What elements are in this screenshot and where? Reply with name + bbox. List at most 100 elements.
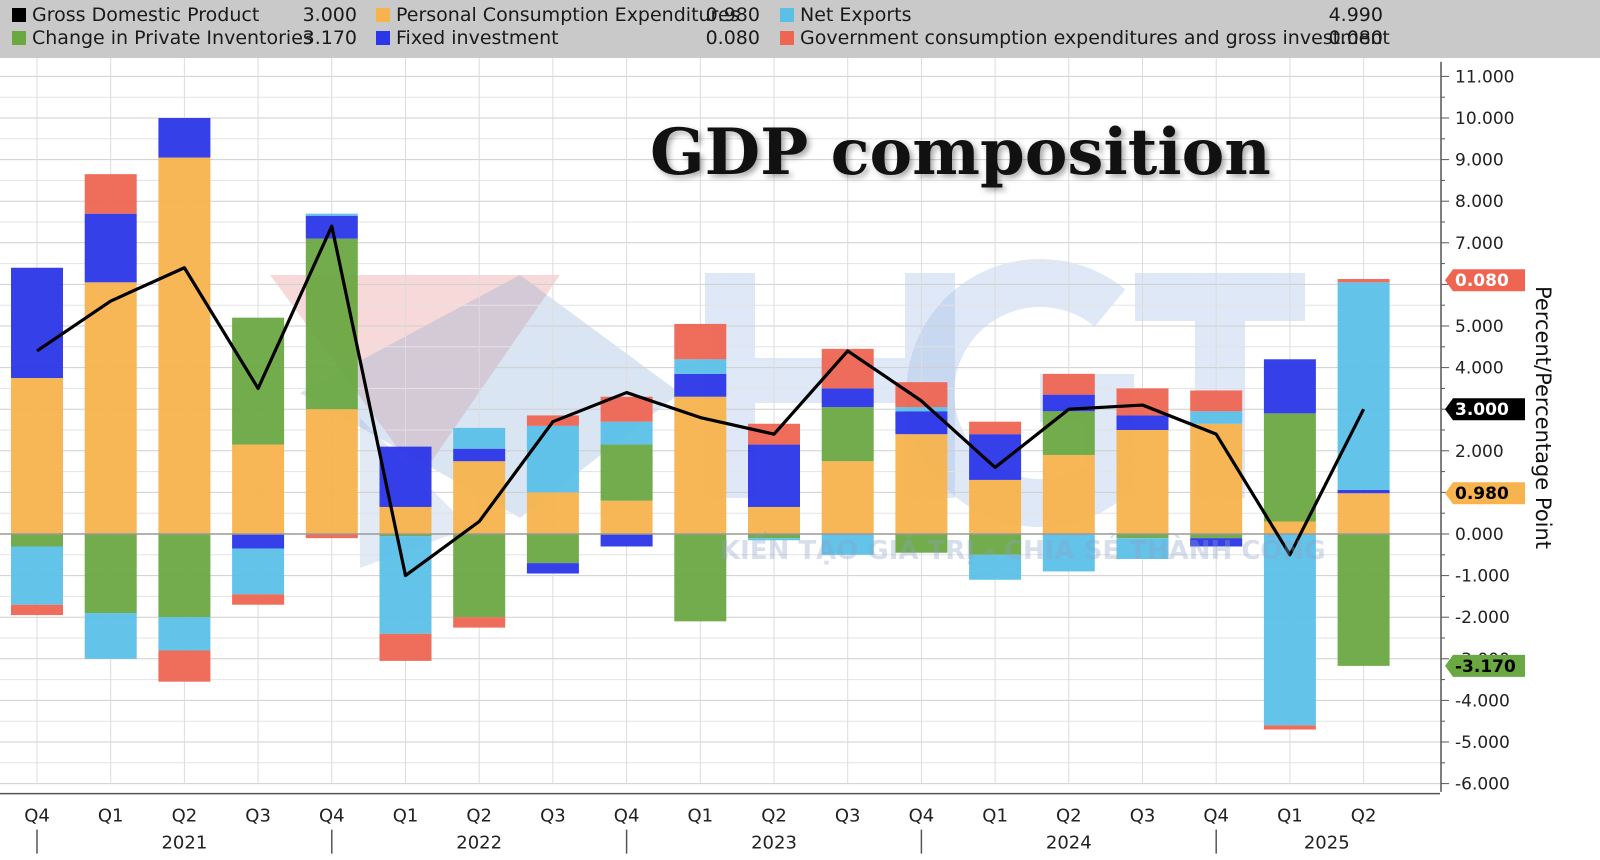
chart-title: GDP composition — [650, 115, 1271, 190]
bar-segment — [158, 617, 211, 651]
bar-segment — [674, 396, 727, 534]
bar-segment — [526, 563, 579, 574]
bar-segment — [158, 534, 211, 618]
bar-segment — [1190, 390, 1243, 412]
bar-segment — [1263, 359, 1316, 414]
bar-segment — [1263, 413, 1316, 522]
bar-segment — [674, 373, 727, 397]
legend-value: 4.990 — [1328, 4, 1383, 26]
bar-segment — [379, 633, 432, 661]
y-tick-label: 0.000 — [1455, 525, 1504, 545]
bar-segment — [379, 536, 432, 634]
bar-segment — [821, 407, 874, 462]
x-tick-label: Q4 — [319, 806, 345, 827]
watermark-logo-diamond — [300, 275, 680, 518]
x-tick-label: Q4 — [24, 806, 50, 827]
legend-swatch — [780, 31, 794, 45]
axis-value-tag — [1445, 269, 1525, 292]
bar-segment — [11, 546, 63, 605]
axis-value-tag — [1445, 482, 1525, 505]
bar-segment — [1042, 373, 1095, 395]
bar-segment — [1190, 538, 1243, 547]
x-year-label: 2023 — [751, 833, 797, 854]
bar-segment — [674, 359, 727, 374]
bar-segment — [821, 534, 874, 555]
bar-segment — [1337, 493, 1390, 534]
bar-segment — [453, 617, 506, 628]
bar-segment — [1263, 725, 1316, 730]
bar-segment — [748, 506, 800, 534]
bar-segment — [969, 534, 1022, 555]
legend-swatch — [376, 8, 390, 22]
y-tick-label: 10.000 — [1455, 109, 1514, 129]
bar-segment — [305, 409, 358, 534]
bar-segment — [969, 554, 1022, 580]
y-tick-label: 7.000 — [1455, 234, 1504, 254]
y-tick-label: 9.000 — [1455, 151, 1504, 171]
y-tick-label: -5.000 — [1455, 733, 1510, 753]
bar-segment — [895, 434, 948, 534]
legend-swatch — [780, 8, 794, 22]
bar-segment — [895, 407, 948, 412]
bar-segment — [1116, 534, 1169, 539]
x-tick-label: Q2 — [761, 806, 787, 827]
y-tick-label: 4.000 — [1455, 359, 1504, 379]
x-year-label: 2021 — [161, 833, 207, 854]
bar-segment — [84, 282, 137, 534]
bar-segment — [453, 448, 506, 462]
y-tick-label: 2.000 — [1455, 442, 1504, 462]
x-tick-label: Q1 — [393, 806, 419, 827]
legend-label: Personal Consumption Expenditures — [396, 4, 740, 26]
axis-value-tag-label: 0.080 — [1455, 271, 1509, 291]
legend-value: 0.080 — [1328, 27, 1383, 49]
bar-segment — [379, 446, 432, 507]
bar-segment — [305, 213, 358, 216]
y-tick-label: -1.000 — [1455, 567, 1510, 587]
legend-value: 0.980 — [705, 4, 760, 26]
legend-value: 0.080 — [705, 27, 760, 49]
bar-segment — [305, 534, 358, 539]
bar-segment — [84, 534, 137, 614]
legend-swatch — [12, 31, 26, 45]
bar-segment — [84, 174, 137, 214]
bar-segment — [895, 382, 948, 408]
bar-segment — [1190, 411, 1243, 424]
bar-segment — [1116, 415, 1169, 430]
bar-segment — [600, 444, 653, 501]
y-axis-title: Percent/Percentage Point — [1531, 286, 1555, 549]
axis-value-tag-label: 0.980 — [1455, 484, 1509, 504]
x-tick-label: Q4 — [1203, 806, 1229, 827]
bar-segment — [379, 506, 432, 534]
bar-segment — [748, 534, 800, 539]
bar-segment — [84, 613, 137, 659]
x-tick-label: Q2 — [1351, 806, 1377, 827]
y-tick-label: 5.000 — [1455, 317, 1504, 337]
y-tick-label: 11.000 — [1455, 67, 1514, 87]
x-tick-label: Q4 — [614, 806, 640, 827]
legend-label: Change in Private Inventories — [32, 27, 313, 49]
bar-segment — [1116, 430, 1169, 534]
gdp-line — [36, 224, 1366, 578]
bar-segment — [379, 534, 432, 537]
bar-segment — [1190, 423, 1243, 534]
axis-value-tag-label: -3.170 — [1455, 657, 1516, 677]
chart-svg: 11.00010.0009.0008.0007.0006.0005.0004.0… — [0, 58, 1555, 854]
bar-segment — [526, 425, 579, 493]
bar-segment — [674, 534, 727, 622]
bar-segment — [232, 548, 285, 595]
legend-swatch — [12, 8, 26, 22]
bar-segment — [232, 317, 285, 445]
bar-segment — [158, 157, 211, 534]
x-tick-label: Q1 — [982, 806, 1008, 827]
legend-label: Fixed investment — [396, 27, 559, 49]
bar-segment — [748, 538, 800, 541]
y-tick-label: -4.000 — [1455, 691, 1510, 711]
bar-segment — [1337, 534, 1390, 666]
watermark-slogan: KIẾN TẠO GIÁ TRỊ - CHIA SẺ THÀNH CÔNG — [720, 536, 1326, 566]
y-tick-label: -2.000 — [1455, 608, 1510, 628]
legend-label: Net Exports — [800, 4, 912, 26]
bar-segment — [453, 427, 506, 449]
bar-segment — [526, 534, 579, 564]
bar-segment — [821, 348, 874, 389]
x-tick-label: Q3 — [1130, 806, 1156, 827]
